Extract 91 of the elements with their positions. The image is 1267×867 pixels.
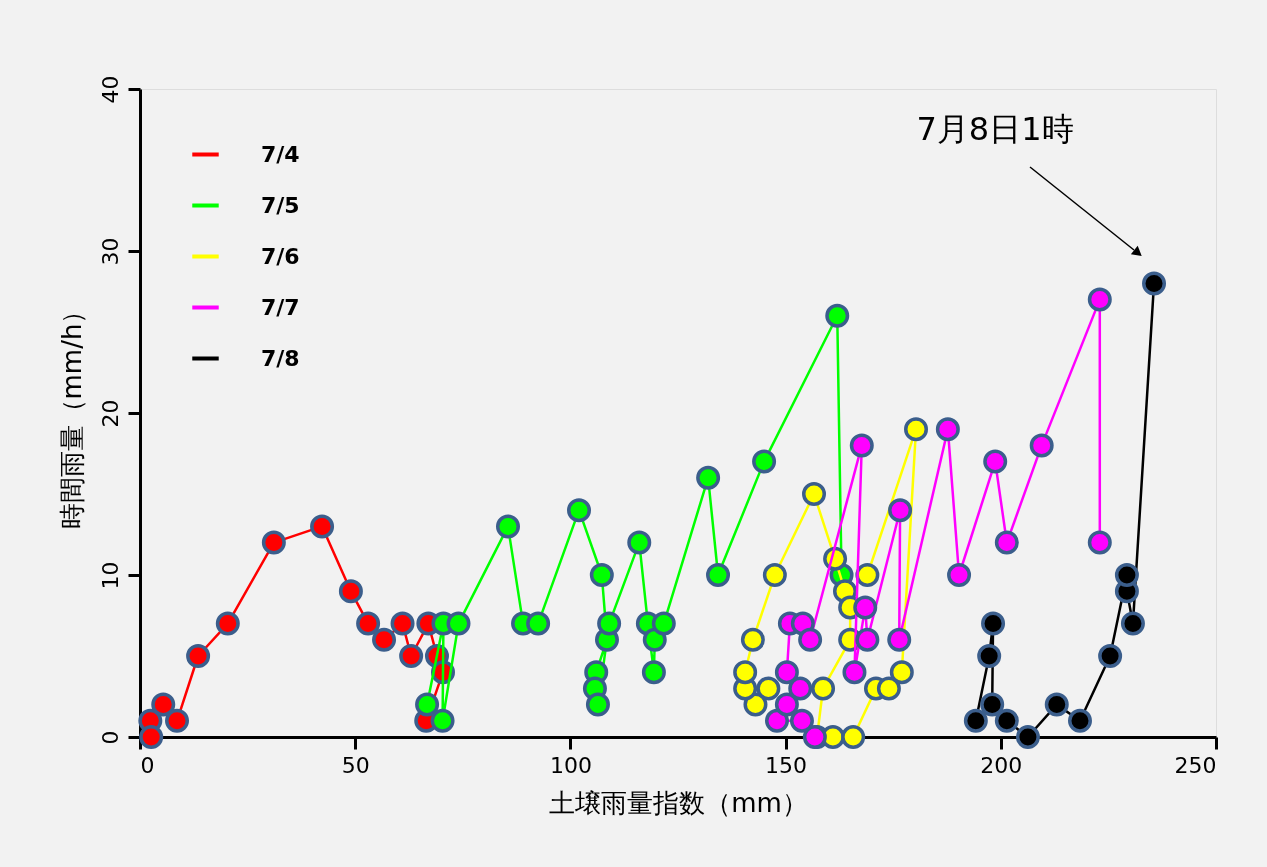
y-tick-label: 20 — [97, 399, 123, 428]
point — [651, 611, 676, 636]
point — [977, 644, 1002, 668]
point — [496, 514, 520, 539]
point — [740, 627, 765, 652]
point — [774, 692, 799, 717]
x-tick-label: 0 — [140, 752, 155, 778]
legend-label: 7/4 — [261, 141, 300, 167]
x-axis-title: 土壌雨量指数（mm） — [549, 787, 808, 818]
point — [390, 611, 415, 636]
y-tick-label: 0 — [97, 730, 123, 745]
point — [743, 692, 768, 717]
point — [1087, 287, 1112, 312]
point — [963, 708, 988, 733]
legend-label: 7/8 — [261, 345, 300, 371]
point — [585, 692, 610, 717]
point — [798, 627, 823, 652]
point — [1120, 611, 1145, 636]
point — [887, 627, 912, 652]
point — [811, 676, 836, 701]
point — [876, 676, 901, 701]
point — [1098, 644, 1123, 668]
x-tick-label: 150 — [765, 752, 808, 778]
point — [855, 627, 880, 652]
point — [589, 563, 614, 587]
point — [994, 530, 1019, 555]
point — [642, 627, 667, 652]
legend-label: 7/7 — [261, 294, 300, 320]
point — [1029, 433, 1054, 458]
point — [261, 530, 286, 555]
point — [1142, 271, 1167, 296]
point — [215, 611, 240, 636]
point — [762, 563, 787, 587]
point — [446, 611, 471, 636]
point — [825, 303, 850, 328]
point — [696, 465, 721, 490]
point — [981, 611, 1006, 636]
point — [849, 433, 874, 458]
point — [756, 676, 781, 701]
point — [980, 692, 1005, 717]
y-tick-label: 10 — [97, 561, 123, 590]
point — [1044, 692, 1069, 717]
x-tick-label: 50 — [341, 752, 370, 778]
point — [765, 708, 789, 733]
point — [1015, 725, 1040, 749]
point — [338, 579, 363, 604]
point — [399, 644, 424, 668]
point — [310, 514, 335, 539]
point — [151, 692, 176, 717]
point — [788, 676, 813, 701]
annotation: 7月8日1時 — [916, 110, 1074, 148]
point — [752, 449, 777, 474]
x-tick-label: 200 — [980, 752, 1023, 778]
point — [947, 563, 972, 587]
point — [706, 563, 731, 587]
point — [935, 417, 960, 442]
point — [567, 498, 591, 523]
point — [165, 708, 190, 733]
legend-label: 7/6 — [261, 243, 300, 269]
point — [994, 708, 1019, 733]
point — [789, 708, 814, 733]
point — [641, 660, 666, 685]
point — [842, 660, 867, 685]
point — [356, 611, 381, 636]
point — [904, 417, 929, 442]
point — [526, 611, 551, 636]
point — [983, 449, 1008, 474]
y-axis-title: 時間雨量（mm/h） — [56, 297, 87, 530]
x-tick-label: 100 — [549, 752, 592, 778]
legend-label: 7/5 — [261, 192, 300, 218]
point — [802, 482, 826, 506]
y-tick-label: 30 — [97, 237, 123, 266]
point — [430, 708, 455, 733]
point — [372, 627, 397, 652]
point — [733, 660, 758, 685]
point — [139, 725, 164, 749]
point — [1087, 530, 1112, 555]
point — [889, 660, 914, 685]
point — [774, 660, 799, 685]
point — [853, 595, 878, 620]
point — [186, 644, 211, 668]
point — [597, 611, 622, 636]
point — [1114, 563, 1139, 587]
point — [855, 563, 880, 587]
x-tick-label: 250 — [1174, 752, 1217, 778]
point — [888, 498, 913, 523]
point — [627, 530, 652, 555]
y-tick-label: 40 — [97, 75, 123, 104]
point — [415, 692, 440, 717]
point — [841, 725, 866, 749]
point — [1068, 708, 1092, 733]
